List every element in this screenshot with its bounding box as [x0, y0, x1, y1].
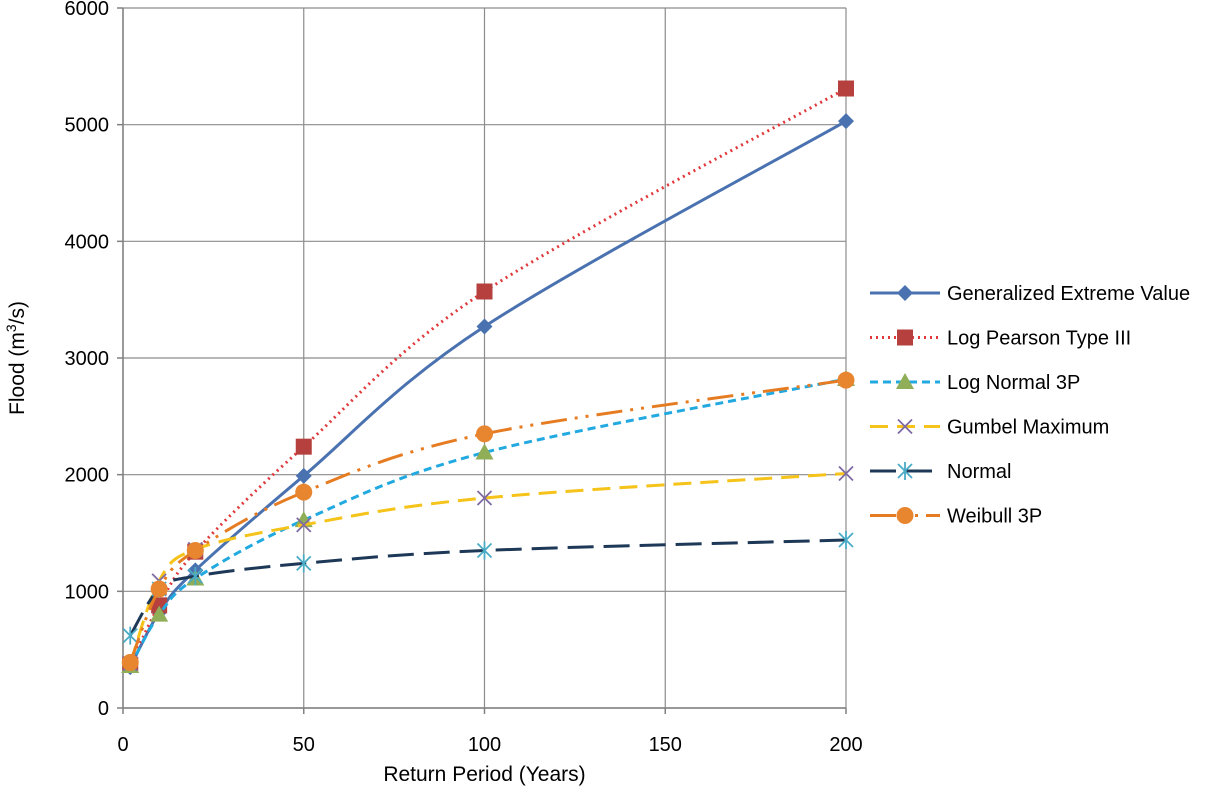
data-point — [838, 113, 854, 130]
data-point — [476, 490, 493, 506]
y-tick-label: 3000 — [65, 348, 110, 370]
legend-entry: Gumbel Maximum — [870, 417, 1109, 439]
legend-entry: Normal — [870, 461, 1011, 483]
data-point — [122, 626, 138, 645]
data-point — [150, 605, 169, 622]
data-point — [476, 541, 493, 560]
data-point — [476, 283, 493, 300]
series-line — [128, 377, 847, 667]
data-point — [897, 329, 913, 346]
y-tick-label: 2000 — [65, 465, 110, 487]
x-tick-label: 50 — [293, 734, 315, 756]
data-point — [476, 425, 493, 443]
series-4 — [122, 531, 854, 645]
legend-label: Log Normal 3P — [947, 372, 1080, 394]
data-point — [296, 554, 312, 573]
series-line — [128, 378, 847, 664]
legend: Generalized Extreme Value Log Pearson Typ… — [870, 283, 1190, 528]
data-point — [897, 285, 913, 301]
data-point — [896, 373, 914, 389]
data-point — [187, 567, 203, 586]
x-tick-label: 0 — [117, 734, 128, 756]
grid — [122, 7, 847, 709]
legend-entry: Log Pearson Type III — [870, 328, 1131, 350]
data-point — [838, 465, 854, 482]
legend-label: Generalized Extreme Value — [947, 283, 1190, 305]
data-point — [121, 654, 139, 671]
x-tick-label: 100 — [468, 734, 501, 756]
legend-label: Weibull 3P — [947, 506, 1042, 528]
x-tick-label: 150 — [649, 734, 682, 756]
series-5 — [121, 371, 855, 671]
data-point — [475, 443, 494, 460]
series-line — [128, 87, 847, 666]
legend-label: Gumbel Maximum — [947, 417, 1109, 439]
legend-entry: Log Normal 3P — [870, 372, 1080, 394]
data-point — [476, 318, 493, 335]
data-point — [896, 507, 914, 524]
tick-labels: 0 1000 2000 3000 4000 5000 6000 0 50 100 150 200 — [65, 0, 863, 756]
data-point — [897, 418, 913, 435]
data-point — [897, 462, 913, 480]
data-point — [295, 483, 313, 501]
data-point — [838, 531, 854, 549]
series-line — [128, 119, 847, 668]
x-axis-label: Return Period (Years) — [383, 763, 585, 786]
legend-label: Normal — [947, 461, 1011, 483]
data-point — [150, 580, 168, 598]
axes — [117, 7, 847, 714]
legend-entry: Generalized Extreme Value — [870, 283, 1190, 305]
y-tick-label: 4000 — [65, 231, 110, 253]
legend-entry: Weibull 3P — [870, 506, 1042, 528]
data-point — [295, 467, 312, 484]
y-tick-label: 5000 — [65, 115, 110, 137]
y-tick-label: 6000 — [65, 0, 110, 20]
series-3 — [122, 465, 854, 672]
x-tick-label: 200 — [829, 734, 862, 756]
data-point — [295, 438, 312, 455]
legend-label: Log Pearson Type III — [947, 328, 1131, 350]
series-group — [121, 80, 855, 676]
series-2 — [121, 370, 855, 673]
series-1 — [122, 80, 854, 673]
data-point — [838, 80, 854, 97]
data-point — [837, 371, 855, 389]
y-tick-label: 0 — [98, 698, 109, 720]
data-point — [296, 517, 312, 533]
y-axis-label: Flood (m3/s) — [3, 301, 29, 415]
data-point — [186, 542, 204, 559]
y-tick-label: 1000 — [65, 581, 110, 603]
